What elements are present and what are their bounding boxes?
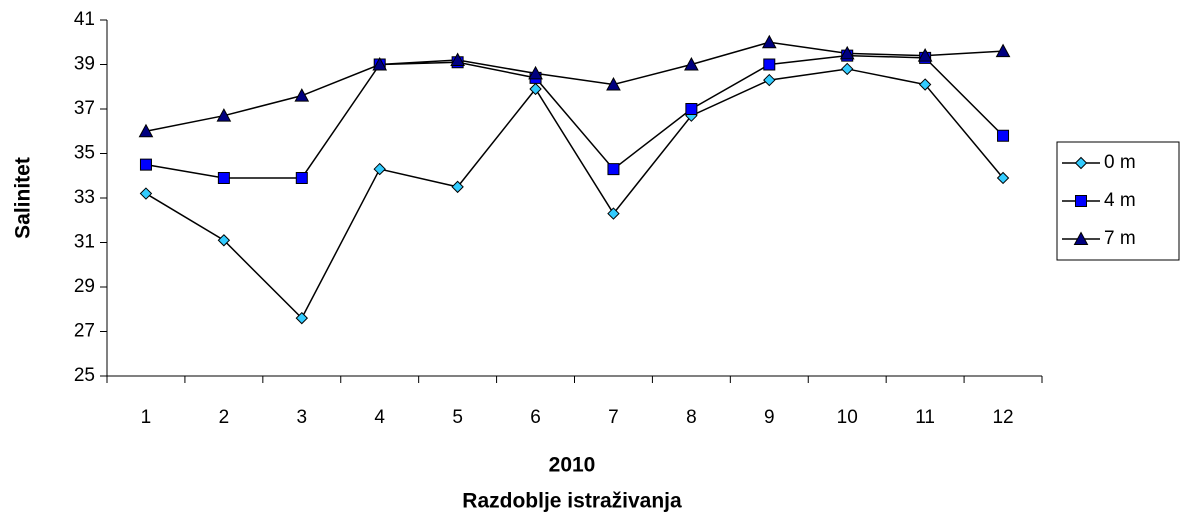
y-tick-label: 25 [74,365,95,386]
x-tick-label: 4 [374,407,385,428]
y-tick-label: 27 [74,321,95,342]
marker [763,73,776,87]
x-tick-label: 10 [837,407,858,428]
marker [217,234,231,247]
marker [685,103,698,115]
marker [372,56,388,71]
y-tick-label: 37 [74,98,95,119]
marker [918,78,932,91]
marker [607,163,620,176]
marker [217,171,230,184]
series-line [145,68,1004,320]
y-tick-label: 41 [74,9,95,30]
marker [917,48,933,62]
marker [607,207,620,220]
legend-marker [1073,231,1089,245]
marker [295,311,308,325]
series-line [145,54,1004,179]
x-tick-label: 9 [764,407,775,428]
x-tick-label: 7 [608,407,619,428]
x-tick-label: 1 [141,407,152,428]
marker [216,108,232,122]
marker [995,43,1011,58]
marker [684,56,699,71]
marker [529,82,542,96]
y-tick-label: 35 [74,143,95,164]
marker [997,129,1010,142]
y-tick-label: 31 [74,232,95,253]
legend-marker [1075,195,1087,207]
marker [139,158,152,171]
x-tick-label: 3 [297,407,308,428]
x-tick-label: 8 [686,407,697,428]
marker [294,88,310,102]
y-axis-title: Salinitet [12,157,35,239]
x-axis-title: 2010 [549,454,596,477]
marker [138,123,154,138]
y-tick-label: 29 [74,276,95,297]
y-tick-label: 33 [74,187,95,208]
legend-marker [1074,156,1088,170]
marker [451,180,464,194]
marker [996,171,1010,185]
legend-label: 0 m [1104,152,1136,173]
series-line [145,41,1004,132]
marker [839,45,855,60]
x-axis-title: Razdoblje istraživanja [462,490,682,513]
x-tick-label: 6 [530,407,541,428]
marker [373,162,386,176]
legend-label: 4 m [1104,190,1136,211]
marker [139,187,153,200]
y-tick-label: 39 [74,54,95,75]
x-tick-label: 5 [452,407,463,428]
marker [528,65,543,80]
marker [450,52,465,67]
marker [295,171,308,184]
marker [761,34,777,49]
legend-label: 7 m [1104,228,1136,249]
marker [606,76,621,91]
marker [763,58,776,71]
x-tick-label: 2 [219,407,230,428]
marker [841,62,854,76]
x-tick-label: 11 [915,407,935,428]
x-tick-label: 12 [992,407,1013,428]
